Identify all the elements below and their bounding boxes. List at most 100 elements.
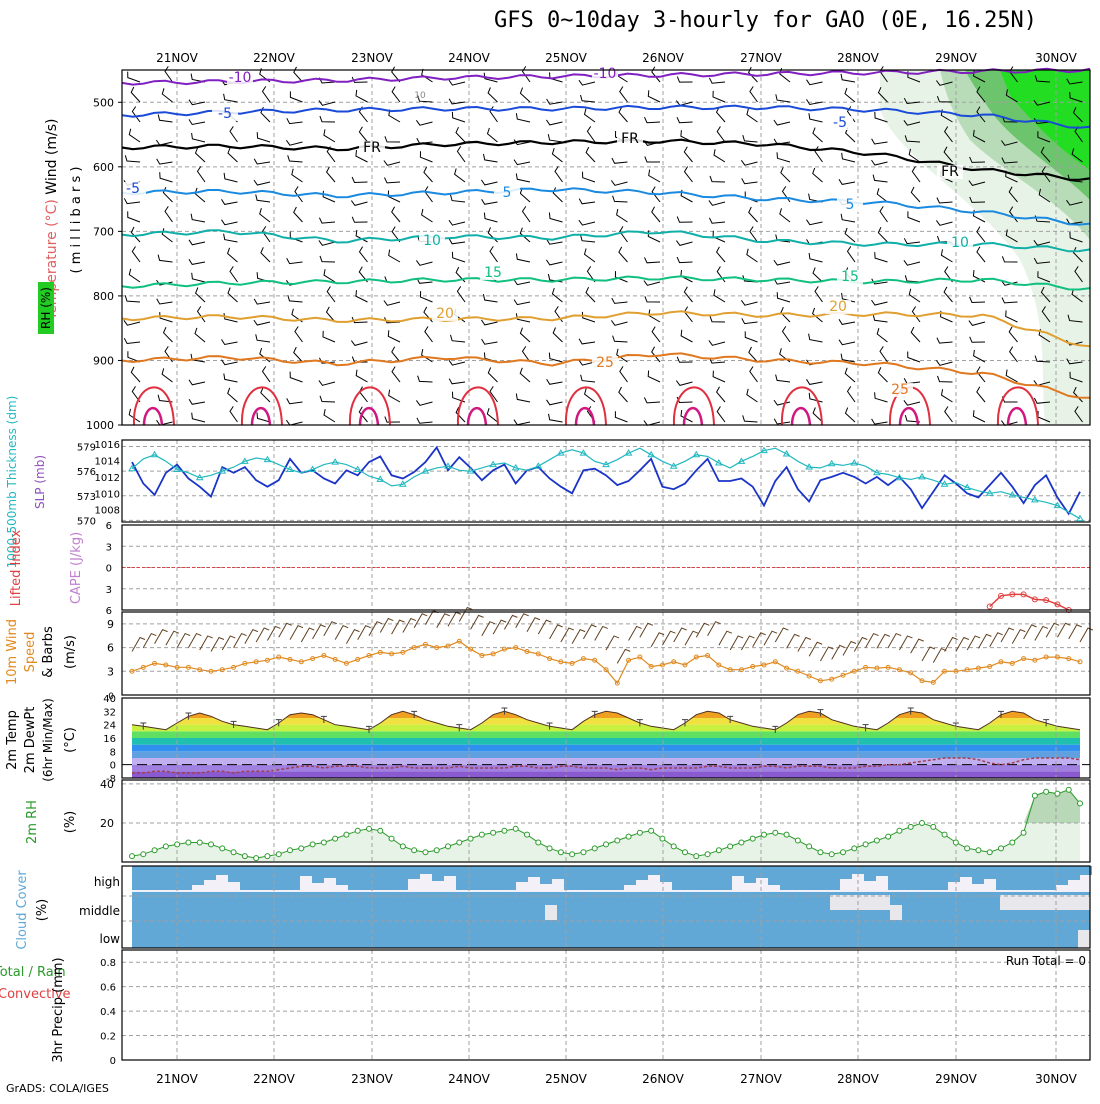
thickness-marker bbox=[353, 465, 362, 473]
surface-wind-barb bbox=[357, 625, 371, 640]
isotherm-label: 20 bbox=[829, 299, 847, 315]
rh-marker bbox=[343, 831, 350, 838]
wind-barb bbox=[911, 166, 921, 183]
rh-shade-bright bbox=[1000, 70, 1090, 170]
cloud-high-bar bbox=[672, 866, 684, 890]
wind-barb bbox=[619, 86, 628, 103]
cloud-high-bar bbox=[264, 866, 276, 890]
wind-barb bbox=[450, 194, 466, 203]
wind-barb bbox=[911, 306, 921, 323]
thickness-marker bbox=[692, 450, 701, 458]
wind-barb bbox=[515, 313, 531, 323]
wind-barb bbox=[740, 160, 758, 166]
wind-speed-marker bbox=[479, 652, 485, 658]
wind-barb bbox=[322, 330, 336, 343]
wind-barb bbox=[322, 190, 336, 203]
y-axis-label-total: Total / Rain bbox=[0, 965, 66, 980]
rh-legend-box bbox=[38, 282, 54, 334]
wind-speed-marker bbox=[400, 649, 406, 655]
cloud-high-bar bbox=[624, 866, 636, 885]
cloud-high-bar bbox=[1068, 866, 1080, 880]
wind-barb bbox=[127, 351, 141, 363]
wind-barb bbox=[877, 226, 888, 243]
rh-marker bbox=[614, 837, 621, 844]
cloud-high-bar bbox=[684, 866, 696, 890]
rh-marker bbox=[512, 825, 519, 832]
wind-barb bbox=[294, 186, 303, 203]
wind-barb bbox=[261, 366, 271, 383]
cloud-high-bar bbox=[300, 866, 312, 876]
panel-frame bbox=[121, 865, 1091, 949]
wind-barb bbox=[483, 72, 498, 83]
wind-barb bbox=[448, 219, 466, 226]
cloud-high-bar bbox=[936, 866, 948, 890]
wind-barb bbox=[583, 248, 596, 263]
wind-barb bbox=[712, 370, 726, 383]
y-tick-label: 8 bbox=[110, 747, 116, 758]
wind-barb bbox=[744, 331, 758, 343]
cloud-high-bar bbox=[816, 866, 828, 890]
cloud-high-bar bbox=[576, 866, 588, 890]
surface-wind-barb bbox=[707, 621, 721, 636]
wind-barb bbox=[846, 386, 856, 403]
wind-barb bbox=[876, 328, 888, 343]
wind-barb bbox=[781, 186, 791, 203]
surface-wind-barb bbox=[628, 625, 642, 641]
wind-barb bbox=[1037, 271, 1051, 283]
cloud-high-bar bbox=[924, 866, 936, 890]
wind-barb bbox=[644, 257, 661, 264]
wind-barb bbox=[874, 392, 888, 403]
wind-speed-marker bbox=[614, 680, 620, 686]
wind-speed-marker bbox=[535, 651, 541, 657]
wind-speed-marker bbox=[129, 668, 135, 674]
rh-marker bbox=[907, 823, 914, 830]
wind-barb bbox=[779, 208, 791, 223]
cloud-high-bar bbox=[468, 866, 480, 890]
y-tick-label: 9 bbox=[107, 618, 114, 631]
wind-barb bbox=[611, 157, 628, 164]
rh-marker bbox=[975, 847, 982, 854]
wind-barb bbox=[229, 126, 238, 143]
isotherm-10 bbox=[121, 229, 1091, 253]
wind-barb bbox=[454, 168, 466, 183]
wind-barb bbox=[286, 398, 303, 405]
rh-marker bbox=[636, 829, 643, 836]
thickness-marker bbox=[421, 467, 430, 474]
lifted-index-marker bbox=[1009, 591, 1016, 598]
wind-barb bbox=[1069, 231, 1083, 243]
wind-barb bbox=[1033, 257, 1051, 264]
temp-minmax bbox=[185, 712, 192, 720]
wind-barb bbox=[643, 280, 661, 286]
thickness-marker bbox=[782, 449, 791, 457]
thickness-marker bbox=[963, 483, 972, 491]
wind-barb bbox=[164, 206, 173, 223]
wind-barb bbox=[910, 326, 921, 343]
wind-barb bbox=[161, 368, 173, 383]
thickness-marker bbox=[872, 468, 881, 476]
date-label-top: 28NOV bbox=[837, 51, 879, 65]
wind-barb bbox=[812, 407, 823, 423]
wind-barb bbox=[286, 258, 303, 265]
y-tick-label: 0 bbox=[110, 761, 116, 772]
thickness-marker bbox=[647, 450, 656, 458]
wind-barb bbox=[227, 287, 238, 303]
y-axis-label-unit: (%) bbox=[35, 899, 50, 922]
surface-wind-barb bbox=[379, 617, 394, 633]
wind-barb bbox=[943, 286, 953, 303]
surface-wind-barb bbox=[639, 622, 654, 638]
wind-barb bbox=[586, 126, 596, 143]
label-bg bbox=[480, 266, 506, 280]
wind-barb bbox=[551, 287, 563, 303]
wind-barb bbox=[879, 206, 888, 223]
wind-barb bbox=[740, 300, 758, 306]
wind-barb bbox=[513, 159, 531, 166]
wind-barb bbox=[487, 87, 498, 103]
wind-barb bbox=[838, 339, 856, 346]
rh-marker bbox=[569, 851, 576, 858]
rh-marker bbox=[241, 853, 248, 860]
label-bg bbox=[887, 383, 913, 397]
rh-marker bbox=[851, 845, 858, 852]
wind-barb bbox=[521, 206, 531, 223]
cloud-high-bar bbox=[948, 866, 960, 882]
rh-marker bbox=[546, 845, 553, 852]
